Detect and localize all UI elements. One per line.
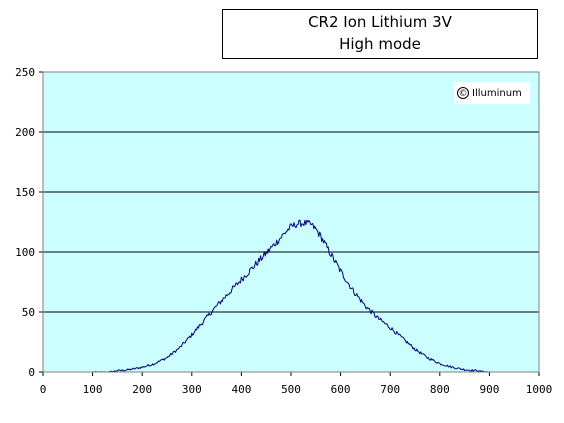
y-tick-label-100: 100 — [15, 246, 35, 259]
x-tick-label-800: 800 — [430, 383, 450, 396]
y-tick-label-250: 250 — [15, 66, 35, 79]
watermark-logo: © Illuminum — [454, 82, 530, 104]
gridlines — [43, 131, 539, 313]
tick-labels: 0 50 100 150 200 250 0 100 200 300 400 500 600 700 800… — [15, 66, 552, 396]
x-tick-label-600: 600 — [331, 383, 351, 396]
x-tick-label-400: 400 — [231, 383, 251, 396]
plot-area — [43, 72, 539, 372]
y-tick-label-200: 200 — [15, 126, 35, 139]
x-tick-label-500: 500 — [281, 383, 301, 396]
x-tick-label-900: 900 — [479, 383, 499, 396]
series-line-0 — [92, 219, 495, 373]
x-tick-label-1000: 1000 — [526, 383, 553, 396]
x-tick-label-200: 200 — [132, 383, 152, 396]
y-tick-label-50: 50 — [22, 306, 35, 319]
x-tick-label-0: 0 — [40, 383, 47, 396]
axes — [39, 71, 540, 376]
x-tick-label-700: 700 — [380, 383, 400, 396]
watermark-text: Illuminum — [472, 87, 522, 99]
chart-title-box: CR2 Ion Lithium 3V High mode — [222, 9, 538, 59]
y-tick-label-0: 0 — [28, 366, 35, 379]
copyright-icon: © — [457, 87, 469, 99]
x-tick-label-100: 100 — [83, 383, 103, 396]
chart-subtitle: High mode — [339, 35, 421, 53]
series — [92, 219, 495, 373]
plot-frame — [42, 71, 540, 373]
y-tick-label-150: 150 — [15, 186, 35, 199]
chart-title: CR2 Ion Lithium 3V — [308, 13, 452, 31]
x-tick-label-300: 300 — [182, 383, 202, 396]
